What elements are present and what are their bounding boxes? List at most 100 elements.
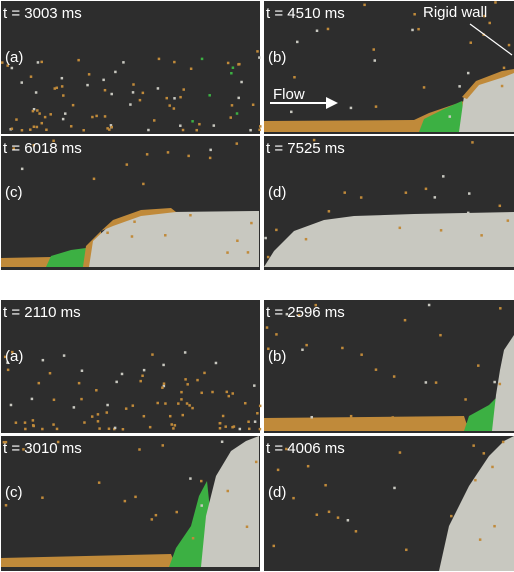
particle <box>9 403 13 407</box>
particle <box>43 115 47 119</box>
flow-arrow-head <box>326 97 338 109</box>
particle <box>250 221 253 225</box>
particle <box>227 394 231 398</box>
particle <box>38 112 41 115</box>
rigid-wall-pointer <box>469 23 513 56</box>
particle <box>106 403 109 407</box>
particle <box>372 48 376 51</box>
particle <box>403 318 407 322</box>
particle <box>238 427 242 431</box>
particle <box>326 27 330 31</box>
particle <box>256 411 259 415</box>
particle <box>498 516 501 519</box>
particle <box>200 504 203 507</box>
particle <box>165 96 168 100</box>
particle <box>439 229 443 232</box>
particle <box>478 538 482 541</box>
particle <box>48 371 52 375</box>
particle <box>249 128 252 132</box>
particle <box>469 552 472 555</box>
particle-pile <box>1 554 176 567</box>
particle <box>186 383 189 386</box>
particle <box>360 353 363 356</box>
particle <box>20 81 24 84</box>
particle <box>175 510 178 514</box>
particle <box>82 128 85 132</box>
particle <box>31 419 35 422</box>
particle <box>56 440 60 444</box>
particle <box>208 156 212 160</box>
particle <box>40 121 44 125</box>
particle <box>60 76 64 80</box>
panel: t = 7525 ms (d) <box>264 136 514 270</box>
particle <box>110 125 113 129</box>
particle <box>248 427 251 431</box>
particle <box>10 66 14 70</box>
particle <box>492 539 495 543</box>
panel-label: (b) <box>268 49 286 66</box>
particle <box>305 343 308 347</box>
particle <box>494 1 497 4</box>
particle <box>275 228 278 232</box>
particle <box>52 398 56 402</box>
particle <box>189 213 192 217</box>
particle <box>109 124 113 127</box>
panel: t = 3003 ms (a) <box>1 1 262 134</box>
particle <box>122 233 125 236</box>
particle <box>434 381 438 384</box>
panel-label: (c) <box>5 184 23 201</box>
particle <box>36 61 40 64</box>
particle <box>466 71 470 75</box>
particle <box>464 398 467 401</box>
particle <box>62 354 66 357</box>
panel-background <box>1 1 260 134</box>
particle <box>232 425 236 428</box>
particle <box>142 368 146 372</box>
particle <box>469 41 473 44</box>
particle <box>468 234 472 237</box>
particle <box>152 119 156 122</box>
panel-label: (b) <box>268 348 286 365</box>
particle <box>138 448 141 451</box>
particle <box>133 220 136 223</box>
particle <box>244 401 247 405</box>
particle <box>349 106 353 110</box>
particle <box>413 13 416 16</box>
particle-pile <box>264 416 469 431</box>
particle <box>306 464 310 468</box>
particle <box>392 375 396 378</box>
particle <box>483 14 486 18</box>
particle <box>500 84 504 88</box>
particle <box>200 57 204 61</box>
particle <box>422 86 426 89</box>
particle <box>405 548 408 552</box>
particle <box>15 118 18 121</box>
particle <box>121 427 125 431</box>
particle <box>235 142 239 145</box>
particle <box>10 127 14 131</box>
particle <box>254 460 258 464</box>
panel-background <box>1 300 260 433</box>
particle <box>238 62 241 66</box>
particle-pile <box>439 436 514 571</box>
particle <box>130 235 134 238</box>
particle <box>223 517 226 520</box>
particle <box>11 350 14 354</box>
particle <box>72 406 76 409</box>
particle <box>77 381 81 385</box>
particle <box>267 347 270 351</box>
particle-pile <box>492 335 514 431</box>
particle <box>14 421 18 424</box>
particle <box>231 425 234 429</box>
particle <box>245 525 249 529</box>
particle <box>62 94 65 97</box>
particle <box>259 125 262 128</box>
particle <box>6 361 9 365</box>
panel-background <box>264 300 514 433</box>
particle <box>95 114 98 118</box>
particle <box>493 380 496 384</box>
particle <box>41 358 45 362</box>
particle <box>45 128 48 132</box>
particle <box>203 371 206 375</box>
particle <box>24 427 27 431</box>
